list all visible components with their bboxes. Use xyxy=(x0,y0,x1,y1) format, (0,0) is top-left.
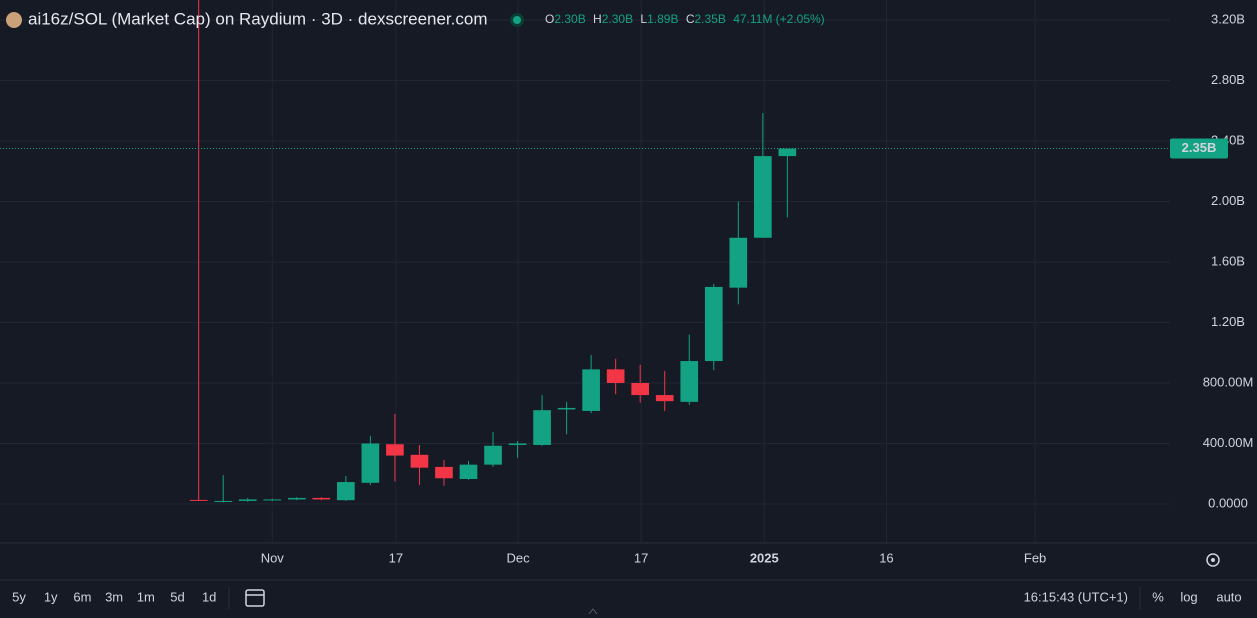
scale-options: % log auto xyxy=(1152,589,1241,604)
candle-body xyxy=(704,286,723,362)
scale-option[interactable]: auto xyxy=(1216,589,1241,604)
plot xyxy=(0,0,1170,503)
x-tick-label: 16 xyxy=(879,550,893,565)
candle-body xyxy=(435,466,453,479)
candle-body xyxy=(631,382,650,396)
legend-key: H xyxy=(593,12,602,26)
candle-body xyxy=(459,464,478,480)
y-tick-label: 2.80B xyxy=(1211,72,1245,87)
ohlc-legend: O2.30B H2.30B L1.89B C2.35B 47.11M (+2.0… xyxy=(545,12,825,26)
status-dot xyxy=(513,16,521,24)
candle-body xyxy=(189,499,208,501)
candle-body xyxy=(484,445,502,465)
range-button[interactable]: 5d xyxy=(170,589,184,604)
candle-body xyxy=(508,443,527,445)
x-tick-label: Dec xyxy=(506,550,530,565)
last-price-box xyxy=(1170,138,1228,159)
legend-value: 2.30B xyxy=(602,12,633,26)
calendar-icon[interactable] xyxy=(245,589,265,607)
chart-title: ai16z/SOL (Market Cap) on Raydium · 3D ·… xyxy=(28,9,488,28)
grid xyxy=(0,0,1170,543)
candle-body xyxy=(361,443,380,483)
y-tick-label: 3.20B xyxy=(1211,11,1245,26)
legend-key: O xyxy=(545,12,554,26)
legend-value: 2.30B xyxy=(554,12,585,26)
x-tick-label: 2025 xyxy=(750,550,779,565)
range-button[interactable]: 5y xyxy=(12,589,26,604)
legend-key: C xyxy=(686,12,695,26)
legend-value: 1.89B xyxy=(647,12,678,26)
y-tick-label: 1.20B xyxy=(1211,314,1245,329)
range-button[interactable]: 6m xyxy=(73,589,91,604)
candle-body xyxy=(312,497,331,500)
token-icon xyxy=(6,12,22,28)
legend-change: 47.11M (+2.05%) xyxy=(733,12,825,26)
candle-body xyxy=(386,444,404,456)
y-tick-label: 1.60B xyxy=(1211,253,1245,268)
calendar[interactable] xyxy=(245,589,265,607)
x-tick-label: Feb xyxy=(1024,550,1046,565)
candle-body xyxy=(238,499,257,501)
candle-body xyxy=(582,369,600,411)
y-tick-label: 400.00M xyxy=(1203,435,1254,450)
candle-body xyxy=(287,497,306,500)
candle-body xyxy=(655,395,674,402)
y-tick-label: 800.00M xyxy=(1203,374,1254,389)
settings-icon[interactable] xyxy=(1206,553,1220,567)
gear-center[interactable] xyxy=(1211,558,1215,562)
candle-body xyxy=(214,500,233,502)
scale-option[interactable]: log xyxy=(1180,589,1197,604)
gear[interactable] xyxy=(1206,553,1220,567)
candle-body xyxy=(754,156,772,238)
candle-body xyxy=(410,454,429,468)
range-button[interactable]: 1y xyxy=(44,589,58,604)
candle-body xyxy=(680,361,699,402)
range-button[interactable]: 3m xyxy=(105,589,123,604)
y-tick-label: 0.0000 xyxy=(1208,495,1248,510)
collapse-arrow[interactable] xyxy=(588,608,598,615)
range-button[interactable]: 1m xyxy=(137,589,155,604)
legend-key: L xyxy=(640,12,647,26)
candle-body xyxy=(337,482,355,501)
candle-body xyxy=(263,499,282,501)
range-buttons: 5y 1y 6m 3m 1m 5d 1d xyxy=(12,589,216,604)
candle-body xyxy=(533,410,551,445)
candle-body xyxy=(729,237,748,288)
candle-body xyxy=(778,148,797,157)
y-tick-label: 2.00B xyxy=(1211,193,1245,208)
candle-body xyxy=(557,407,576,410)
range-button[interactable]: 1d xyxy=(202,589,216,604)
x-tick-label: 17 xyxy=(634,550,648,565)
x-tick-label: 17 xyxy=(389,550,403,565)
last-price-label: 2.35B xyxy=(1182,140,1217,155)
x-tick-label: Nov xyxy=(261,550,285,565)
clock: 16:15:43 (UTC+1) xyxy=(1024,589,1128,604)
scale-option[interactable]: % xyxy=(1152,589,1164,604)
legend-value: 2.35B xyxy=(694,12,725,26)
candle-body xyxy=(606,369,625,383)
